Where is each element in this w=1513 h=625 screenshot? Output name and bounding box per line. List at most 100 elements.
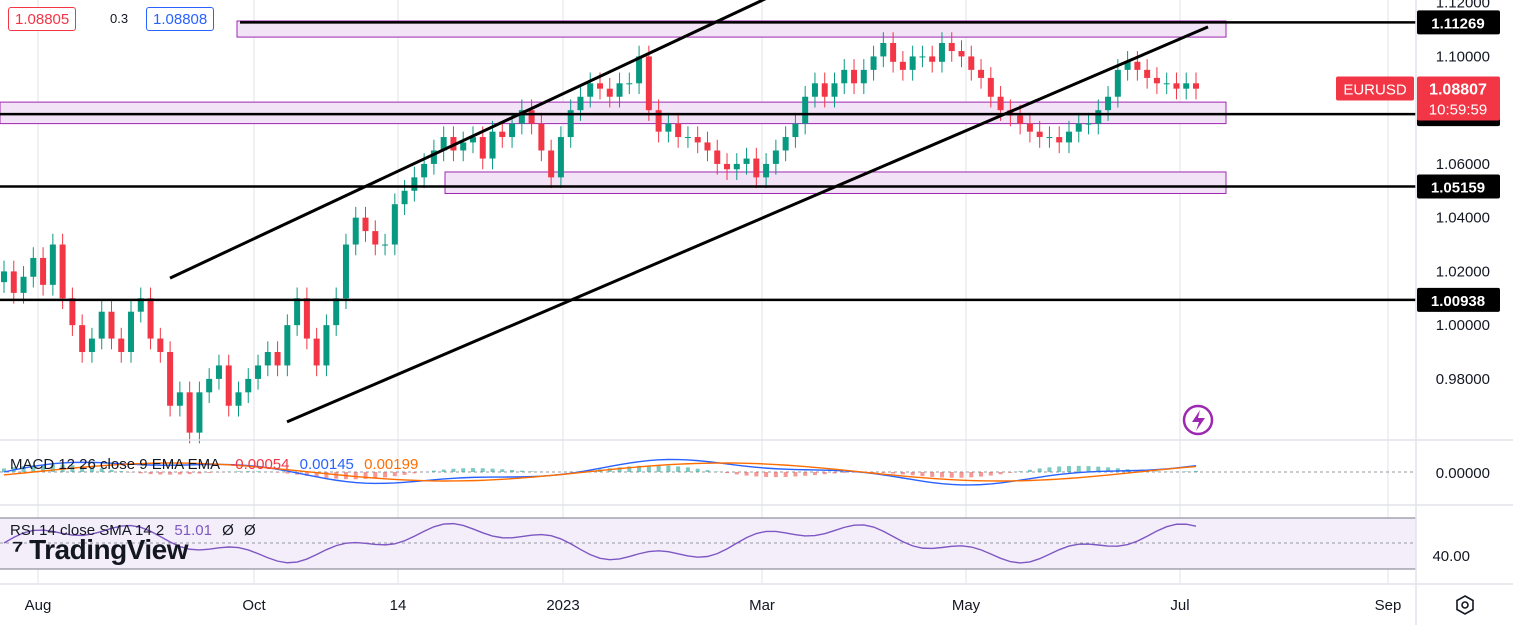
candle-body (743, 158, 750, 164)
trendline (169, 0, 767, 280)
last-price-value: 1.08807 (1429, 81, 1487, 98)
rsi-label: RSI 14 close SMA 14 2 (10, 522, 165, 539)
candle-body (792, 123, 799, 138)
price-zone (236, 20, 1227, 38)
rsi-legend[interactable]: RSI 14 close SMA 14 2 51.01 Ø Ø (10, 522, 262, 539)
candle-body (1134, 61, 1141, 70)
macd-histogram-bar (822, 472, 827, 475)
candle-body (215, 365, 222, 379)
macd-legend[interactable]: MACD 12 26 close 9 EMA EMA -0.00054 0.00… (10, 456, 424, 473)
candle-body (1017, 115, 1024, 124)
candle-body (802, 96, 809, 124)
macd-histogram-bar (246, 471, 251, 472)
candle-body (362, 217, 369, 232)
candle-body (1153, 77, 1160, 84)
macd-histogram-bar (666, 465, 671, 472)
candle-body (235, 392, 242, 406)
macd-histogram-bar (744, 472, 749, 476)
candle-body (49, 244, 56, 285)
candle-body (128, 311, 135, 353)
macd-histogram-bar (676, 466, 681, 472)
macd-histogram-bar (637, 465, 642, 472)
settings-gear-icon[interactable] (1453, 593, 1477, 617)
macd-histogram-bar (363, 472, 368, 479)
candle-body (899, 61, 906, 70)
macd-line-value: 0.00145 (299, 456, 354, 473)
macd-histogram-bar (41, 464, 46, 472)
macd-histogram-bar (939, 472, 944, 478)
macd-histogram-bar (412, 472, 417, 474)
macd-histogram-bar (451, 468, 456, 472)
candle-body (518, 110, 525, 124)
candle-body (763, 163, 770, 178)
macd-histogram-bar (998, 472, 1003, 475)
buy-price-badge[interactable]: 1.08808 (146, 7, 215, 31)
lightning-icon (1182, 404, 1214, 436)
candle-body (323, 325, 330, 366)
macd-histogram-bar (695, 468, 700, 472)
candlestick-series (1, 32, 1199, 444)
macd-histogram-bar (725, 472, 730, 474)
x-tick-label: 14 (390, 597, 407, 614)
macd-histogram-bar (373, 472, 378, 479)
macd-histogram-bar (754, 472, 759, 477)
level-price-tag (1417, 174, 1500, 199)
grid-lines (37, 0, 1389, 583)
candle-body (841, 69, 848, 84)
macd-histogram-bar (812, 472, 817, 476)
macd-histogram-bar (1086, 466, 1091, 472)
candle-body (59, 244, 66, 299)
y-tick-label: 1.12000 (1436, 0, 1490, 12)
macd-histogram-bar (510, 469, 515, 472)
level-price-label: 1.11269 (1431, 15, 1484, 32)
macd-histogram-bar (109, 469, 114, 472)
candle-body (1095, 110, 1102, 124)
candle-body (782, 137, 789, 151)
macd-histogram-bar (617, 467, 622, 472)
candle-body (118, 338, 125, 353)
candle-body (98, 311, 105, 339)
candle-body (870, 56, 877, 70)
candle-body (274, 352, 281, 366)
macd-histogram-bar (773, 472, 778, 478)
candle-body (880, 42, 887, 57)
x-tick-label: Aug (25, 597, 52, 614)
macd-histogram-bar (353, 472, 358, 480)
candle-body (469, 137, 476, 143)
candle-body (987, 77, 994, 97)
candle-body (724, 163, 731, 170)
candle-body (1105, 96, 1112, 111)
candle-body (694, 137, 701, 143)
macd-histogram-bar (1057, 466, 1062, 472)
x-tick-label: Oct (242, 597, 266, 614)
macd-histogram-bar (793, 472, 798, 477)
candle-body (391, 204, 398, 245)
macd-histogram-bar (783, 472, 788, 477)
trendlines[interactable] (169, 0, 1209, 424)
candle-body (88, 338, 95, 353)
macd-histogram-bar (910, 472, 915, 476)
axis-labels: Aug Oct 14 2023 Mar May Jul Sep 1.12000 1.10000 1.… (25, 0, 1500, 614)
macd-histogram-bar (891, 472, 896, 474)
candle-body (538, 123, 545, 151)
candle-body (421, 163, 428, 178)
macd-histogram-bar (256, 471, 261, 472)
level-price-tag (1417, 10, 1500, 35)
macd-histogram-value: -0.00054 (230, 456, 290, 473)
macd-histogram-bar (842, 472, 847, 473)
candle-body (333, 298, 340, 326)
macd-histogram-bar (685, 467, 690, 472)
macd-histogram-bar (1066, 466, 1071, 472)
candle-body (499, 131, 506, 138)
candle-body (655, 110, 662, 132)
candle-body (157, 338, 164, 353)
candle-body (645, 56, 652, 111)
countdown-value: 10:59:59 (1429, 101, 1487, 118)
horizontal-levels[interactable] (0, 21, 1416, 302)
macd-histogram-bar (304, 472, 309, 476)
candle-body (1163, 83, 1170, 85)
macd-histogram-bar (119, 471, 124, 472)
candle-body (665, 123, 672, 132)
sell-price-badge[interactable]: 1.08805 (8, 7, 77, 31)
